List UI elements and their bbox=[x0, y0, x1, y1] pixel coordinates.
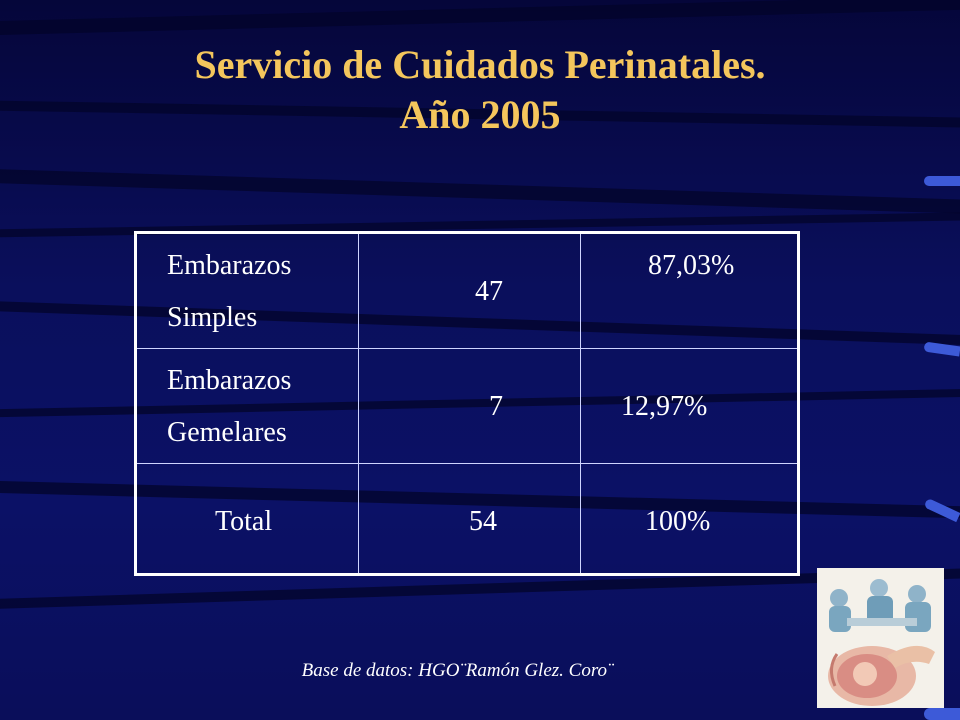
row-label: Total bbox=[215, 506, 273, 537]
data-source-note: Base de datos: HGO¨Ramón Glez. Coro¨ bbox=[301, 660, 614, 681]
table-percent-cell: 100% bbox=[581, 464, 797, 573]
medical-illustration-image bbox=[817, 568, 944, 708]
row-count: 54 bbox=[469, 506, 497, 537]
illustration-svg bbox=[817, 568, 944, 708]
table-row-label-cell: Embarazos Simples bbox=[137, 234, 359, 349]
row-percent: 12,97% bbox=[621, 391, 708, 422]
row-label-line: Simples bbox=[167, 302, 258, 333]
table-percent-cell: 12,97% bbox=[581, 349, 797, 464]
row-count: 7 bbox=[489, 391, 503, 422]
row-percent: 100% bbox=[645, 506, 711, 537]
accent-bar bbox=[924, 176, 960, 186]
background-stripe bbox=[0, 0, 960, 36]
table-row-label-cell: Embarazos Gemelares bbox=[137, 349, 359, 464]
background-stripe bbox=[0, 168, 960, 217]
row-label-line: Gemelares bbox=[167, 417, 287, 448]
row-label-line: Embarazos bbox=[167, 250, 292, 281]
row-percent: 87,03% bbox=[648, 250, 735, 281]
title-line-2: Año 2005 bbox=[399, 92, 561, 137]
table-count-cell: 54 bbox=[359, 464, 581, 573]
slide-title: Servicio de Cuidados Perinatales. Año 20… bbox=[0, 40, 960, 140]
row-label-line: Embarazos bbox=[167, 365, 292, 396]
table-count-cell: 47 bbox=[359, 234, 581, 349]
data-table: Embarazos Simples 47 87,03% Embarazos Ge… bbox=[134, 231, 800, 576]
table-row-label-cell: Total bbox=[137, 464, 359, 573]
accent-bar bbox=[924, 708, 960, 720]
table-percent-cell: 87,03% bbox=[581, 234, 797, 349]
title-line-1: Servicio de Cuidados Perinatales. bbox=[194, 42, 766, 87]
row-count: 47 bbox=[475, 276, 503, 307]
table-count-cell: 7 bbox=[359, 349, 581, 464]
